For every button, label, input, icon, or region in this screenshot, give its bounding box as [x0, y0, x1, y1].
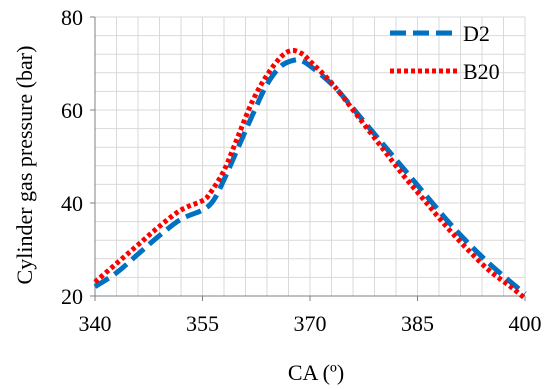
x-axis-title: CA (º) [288, 360, 344, 385]
tick-labels: 340 355 370 385 400 20 40 60 80 [61, 5, 542, 336]
x-tick-label: 340 [79, 311, 112, 336]
y-tick-label: 80 [61, 5, 83, 30]
x-tick-label: 355 [186, 311, 219, 336]
x-tick-label: 400 [509, 311, 542, 336]
series-layer [93, 47, 527, 301]
x-tick-label: 385 [401, 311, 434, 336]
y-tick-label: 40 [61, 191, 83, 216]
legend: D2 B20 [390, 21, 500, 84]
x-tick-label: 370 [294, 311, 327, 336]
legend-label-d2: D2 [463, 21, 490, 46]
y-tick-label: 20 [61, 284, 83, 309]
y-axis-title: Cylinder gas pressure (bar) [12, 46, 37, 285]
legend-label-b20: B20 [463, 59, 500, 84]
axes [90, 16, 526, 301]
series-line-b20 [93, 47, 527, 301]
series-line-d2 [93, 57, 527, 296]
y-tick-label: 60 [61, 98, 83, 123]
grid [95, 16, 526, 296]
